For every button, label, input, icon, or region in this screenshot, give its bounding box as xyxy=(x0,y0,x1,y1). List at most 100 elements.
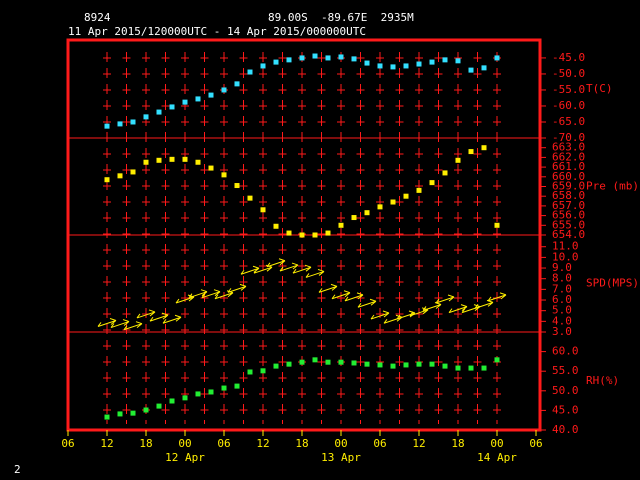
y-tick-label: 655.0 xyxy=(552,218,585,231)
point xyxy=(221,87,227,93)
point xyxy=(247,369,253,375)
point xyxy=(481,145,487,151)
y-tick-label: 657.0 xyxy=(552,199,585,212)
point xyxy=(221,172,227,178)
point xyxy=(325,230,331,236)
point xyxy=(104,414,110,420)
point xyxy=(442,170,448,176)
wind-arrow xyxy=(318,283,338,293)
wind-arrow xyxy=(279,262,299,272)
point xyxy=(195,96,201,102)
point xyxy=(442,57,448,63)
point xyxy=(260,207,266,213)
point xyxy=(416,361,422,367)
point xyxy=(364,210,370,216)
point xyxy=(468,149,474,155)
panel-label: T(C) xyxy=(586,82,613,95)
point xyxy=(286,361,292,367)
x-tick-label: 06 xyxy=(217,437,230,450)
point xyxy=(325,55,331,61)
y-tick-label: 656.0 xyxy=(552,209,585,222)
y-tick-label: 662.0 xyxy=(552,150,585,163)
y-tick-label: 6.0 xyxy=(552,293,572,306)
wind-arrow xyxy=(357,298,377,308)
point xyxy=(377,63,383,69)
wind-arrow xyxy=(292,264,312,274)
panel-label: Pre (mb) xyxy=(586,180,639,193)
wind-arrow xyxy=(123,321,143,331)
point xyxy=(403,362,409,368)
point xyxy=(390,64,396,70)
time-range: 11 Apr 2015/120000UTC - 14 Apr 2015/0000… xyxy=(68,25,366,38)
y-tick-label: 8.0 xyxy=(552,272,572,285)
x-tick-label: 00 xyxy=(490,437,503,450)
point xyxy=(169,398,175,404)
point xyxy=(117,121,123,127)
point xyxy=(299,55,305,61)
y-tick-label: 50.0 xyxy=(552,384,579,397)
y-tick-label: -50.0 xyxy=(552,67,585,80)
point xyxy=(130,169,136,175)
wind-arrow xyxy=(370,310,390,320)
x-tick-label: 06 xyxy=(61,437,74,450)
point xyxy=(260,368,266,374)
wind-arrow xyxy=(175,294,195,304)
x-tick-label: 12 xyxy=(256,437,269,450)
wind-arrow xyxy=(331,290,351,300)
point xyxy=(208,165,214,171)
y-tick-label: 5.0 xyxy=(552,304,572,317)
wind-arrow xyxy=(435,294,455,304)
wind-arrow xyxy=(110,319,130,329)
wind-arrow xyxy=(474,299,494,309)
y-tick-label: 663.0 xyxy=(552,141,585,154)
wind-arrow xyxy=(136,309,156,319)
point xyxy=(143,114,149,120)
point xyxy=(351,360,357,366)
point xyxy=(234,81,240,87)
wind-arrow xyxy=(344,292,364,302)
y-tick-label: 4.0 xyxy=(552,314,572,327)
wind-arrow xyxy=(266,258,286,268)
point xyxy=(351,56,357,62)
point xyxy=(364,60,370,66)
point xyxy=(494,222,500,228)
x-tick-label: 18 xyxy=(451,437,464,450)
point xyxy=(338,359,344,365)
y-tick-label: -65.0 xyxy=(552,115,585,128)
point xyxy=(390,363,396,369)
point xyxy=(208,92,214,98)
y-tick-label: 660.0 xyxy=(552,170,585,183)
y-tick-label: -70.0 xyxy=(552,131,585,144)
y-tick-label: 60.0 xyxy=(552,345,579,358)
point xyxy=(260,63,266,69)
wind-arrow xyxy=(305,268,325,278)
wind-arrow xyxy=(227,283,247,293)
point xyxy=(377,204,383,210)
point xyxy=(338,222,344,228)
point xyxy=(390,199,396,205)
x-tick-label: 00 xyxy=(334,437,347,450)
location: 89.00S -89.67E 2935M xyxy=(268,11,414,24)
x-tick-label: 12 xyxy=(100,437,113,450)
point xyxy=(455,365,461,371)
point xyxy=(273,59,279,65)
point xyxy=(130,410,136,416)
point xyxy=(182,99,188,105)
y-tick-label: 659.0 xyxy=(552,180,585,193)
station: 8924 xyxy=(84,11,111,24)
point xyxy=(481,65,487,71)
point xyxy=(169,156,175,162)
x-tick-label: 18 xyxy=(139,437,152,450)
y-tick-label: 658.0 xyxy=(552,189,585,202)
cross-grid xyxy=(103,52,501,424)
y-tick-label: 45.0 xyxy=(552,403,579,416)
y-tick-label: -60.0 xyxy=(552,99,585,112)
point xyxy=(117,173,123,179)
y-tick-label: 3.0 xyxy=(552,325,572,338)
y-tick-label: 11.0 xyxy=(552,240,579,253)
point xyxy=(338,54,344,60)
point xyxy=(169,104,175,110)
point xyxy=(403,193,409,199)
point xyxy=(143,407,149,413)
